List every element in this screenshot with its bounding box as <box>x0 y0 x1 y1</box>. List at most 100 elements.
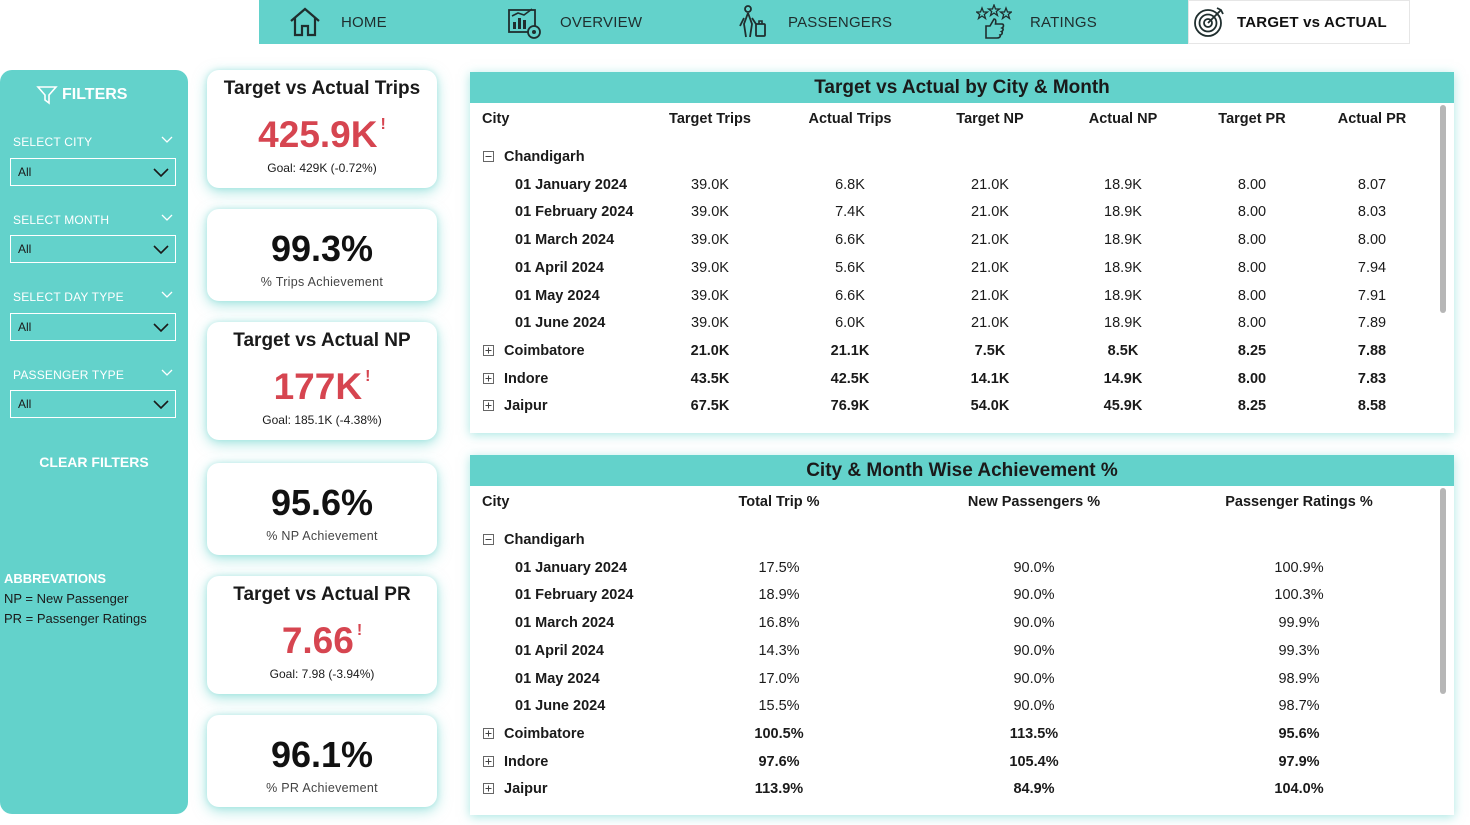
nav-ratings[interactable]: RATINGS <box>954 0 1188 44</box>
month-label: 01 January 2024 <box>515 559 628 576</box>
table-cell: 6.0K <box>835 315 865 332</box>
kpi-card-pr: Target vs Actual PR 7.66! Goal: 7.98 (-3… <box>207 576 437 694</box>
table2-header-new-passengers[interactable]: New Passengers % <box>967 494 1101 510</box>
month-row: 01 May 2024 17.0% 90.0% 98.9% <box>470 671 1430 691</box>
month-row: 01 April 2024 14.3% 90.0% 99.3% <box>470 643 1430 663</box>
chevron-down-icon[interactable] <box>161 211 173 223</box>
achievement-table-panel: City & Month Wise Achievement % City Tot… <box>470 455 1454 815</box>
nav-target-vs-actual[interactable]: TARGET vs ACTUAL <box>1188 0 1410 44</box>
nav-passengers[interactable]: PASSENGERS <box>714 0 954 44</box>
table1-header-actual-pr[interactable]: Actual PR <box>1337 111 1407 127</box>
city-row: Coimbatore 100.5% 113.5% 95.6% <box>470 726 1430 746</box>
table-cell: 67.5K <box>690 398 730 415</box>
table-cell: 90.0% <box>1013 670 1055 687</box>
achievement-matrix: City Total Trip % New Passengers % Passe… <box>470 486 1454 815</box>
table1-header-row: City Target Trips Actual Trips Target NP… <box>470 111 1430 131</box>
table2-header-passenger-ratings[interactable]: Passenger Ratings % <box>1225 494 1373 510</box>
nav-passengers-label: PASSENGERS <box>788 13 893 31</box>
table-cell: 98.9% <box>1278 670 1320 687</box>
city-label[interactable]: Jaipur <box>504 398 548 415</box>
kpi-trips-value: 425.9K! <box>207 114 437 156</box>
month-label: 01 June 2024 <box>515 698 606 715</box>
chevron-down-icon[interactable] <box>161 133 173 145</box>
expand-plus-icon[interactable] <box>483 344 494 356</box>
month-select[interactable]: All <box>10 235 176 263</box>
alert-icon: ! <box>365 368 371 385</box>
city-label[interactable]: Indore <box>504 753 549 770</box>
nav-home[interactable]: HOME <box>259 0 484 44</box>
month-label: 01 April 2024 <box>515 642 604 659</box>
month-label: 01 May 2024 <box>515 287 600 304</box>
month-label: 01 March 2024 <box>515 232 615 249</box>
month-row: 01 January 2024 39.0K 6.8K 21.0K 18.9K 8.00 8.… <box>470 177 1430 197</box>
expand-plus-icon[interactable] <box>483 372 494 384</box>
kpi-card-trips: Target vs Actual Trips 425.9K! Goal: 429… <box>207 70 437 188</box>
table-cell: 18.9K <box>1104 315 1142 332</box>
filters-panel: FILTERS SELECT CITY All SELECT MONTH All… <box>0 70 188 814</box>
city-label[interactable]: Chandigarh <box>504 149 585 165</box>
kpi-pr-achievement-label: % PR Achievement <box>266 781 378 795</box>
table1-scrollbar[interactable] <box>1440 105 1446 313</box>
city-label[interactable]: Indore <box>504 370 549 387</box>
collapse-minus-icon[interactable] <box>483 534 494 545</box>
daytype-select-value: All <box>18 320 32 334</box>
table-cell: 39.0K <box>691 259 729 276</box>
table2-title: City & Month Wise Achievement % <box>470 455 1454 486</box>
city-label[interactable]: Jaipur <box>504 781 548 798</box>
top-nav: HOME OVERVIEW PASSENGERS RATINGS TARGET … <box>259 0 1410 44</box>
dropdown-chevron-icon <box>153 245 169 255</box>
kpi-pr-goal: Goal: 7.98 (-3.94%) <box>269 667 375 681</box>
chevron-down-icon[interactable] <box>161 366 173 378</box>
table-cell: 21.1K <box>830 342 870 359</box>
table1-header-actual-np[interactable]: Actual NP <box>1088 111 1158 127</box>
table1-header-target-pr[interactable]: Target PR <box>1218 111 1286 127</box>
expand-plus-icon[interactable] <box>483 783 494 795</box>
filters-title: FILTERS <box>62 86 128 103</box>
table-cell: 16.8% <box>758 615 800 632</box>
table-cell: 99.9% <box>1278 615 1320 632</box>
table2-header-total-trip[interactable]: Total Trip % <box>738 494 820 510</box>
chevron-down-icon[interactable] <box>161 288 173 300</box>
kpi-card-np: Target vs Actual NP 177K! Goal: 185.1K (… <box>207 322 437 440</box>
table2-header-city[interactable]: City <box>482 494 510 510</box>
daytype-select[interactable]: All <box>10 313 176 341</box>
month-row: 01 March 2024 39.0K 6.6K 21.0K 18.9K 8.00 8.00 <box>470 232 1430 252</box>
table-cell: 8.00 <box>1237 287 1267 304</box>
nav-overview[interactable]: OVERVIEW <box>484 0 714 44</box>
table-cell: 14.1K <box>970 370 1010 387</box>
kpi-np-achievement-value: 95.6% <box>270 482 374 523</box>
target-icon <box>1194 7 1224 37</box>
kpi-trips-achievement-value: 99.3% <box>270 228 374 269</box>
kpi-np-achievement-label: % NP Achievement <box>266 529 378 543</box>
city-select[interactable]: All <box>10 158 176 186</box>
city-label[interactable]: Coimbatore <box>504 342 585 359</box>
table-cell: 7.94 <box>1357 259 1387 276</box>
table1-header-target-trips[interactable]: Target Trips <box>669 111 751 127</box>
table-cell: 21.0K <box>971 259 1009 276</box>
city-label[interactable]: Chandigarh <box>504 532 585 548</box>
city-row: Chandigarh <box>470 149 1430 169</box>
table-cell: 8.00 <box>1237 370 1267 387</box>
table-cell: 6.8K <box>835 176 865 193</box>
month-row: 01 June 2024 15.5% 90.0% 98.7% <box>470 698 1430 718</box>
expand-plus-icon[interactable] <box>483 755 494 767</box>
passenger-type-select[interactable]: All <box>10 390 176 418</box>
month-row: 01 February 2024 18.9% 90.0% 100.3% <box>470 587 1430 607</box>
city-label[interactable]: Coimbatore <box>504 725 585 742</box>
table-cell: 43.5K <box>690 370 730 387</box>
table1-header-actual-trips[interactable]: Actual Trips <box>808 111 892 127</box>
table-cell: 8.00 <box>1357 232 1387 249</box>
daytype-filter-label-text: SELECT DAY TYPE <box>13 290 124 304</box>
clear-filters-button[interactable]: CLEAR FILTERS <box>39 454 149 470</box>
collapse-minus-icon[interactable] <box>483 151 494 162</box>
table-cell: 8.00 <box>1237 232 1267 249</box>
passenger-type-select-value: All <box>18 397 32 411</box>
table-cell: 8.00 <box>1237 259 1267 276</box>
expand-plus-icon[interactable] <box>483 727 494 739</box>
table-cell: 8.03 <box>1357 204 1387 221</box>
table1-header-city[interactable]: City <box>482 111 510 127</box>
table2-scrollbar[interactable] <box>1440 488 1446 694</box>
expand-plus-icon[interactable] <box>483 400 494 412</box>
funnel-filter-icon <box>36 86 58 105</box>
table1-header-target-np[interactable]: Target NP <box>956 111 1024 127</box>
